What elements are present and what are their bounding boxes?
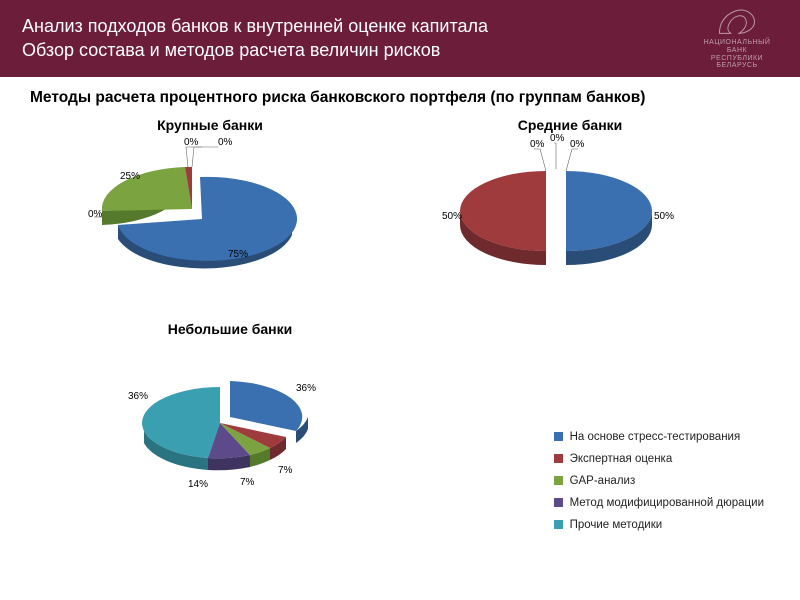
header-bar: Анализ подходов банков к внутренней оцен… <box>0 0 800 77</box>
swatch-stress <box>554 432 563 441</box>
logo-text: НАЦИОНАЛЬНЫЙ БАНК РЕСПУБЛИКИ БЕЛАРУСЬ <box>704 39 771 70</box>
bank-logo: НАЦИОНАЛЬНЫЙ БАНК РЕСПУБЛИКИ БЕЛАРУСЬ <box>692 8 782 70</box>
pie-small: 36% 7% 7% 14% 36% <box>100 337 340 507</box>
label-medium-0a: 0% <box>530 139 544 150</box>
swatch-expert <box>554 454 563 463</box>
label-large-0b: 0% <box>184 137 198 148</box>
legend-item-stress: На основе стресс-тестирования <box>554 431 764 443</box>
swatch-gap <box>554 476 563 485</box>
legend-label-stress: На основе стресс-тестирования <box>570 431 741 443</box>
page-subtitle: Методы расчета процентного риска банковс… <box>0 77 800 111</box>
pie-large-svg <box>70 133 330 293</box>
label-large-0a: 0% <box>88 209 102 220</box>
chart-small-title: Небольшие банки <box>100 321 360 337</box>
pie-large: 75% 25% 0% 0% 0% <box>70 133 330 293</box>
label-large-25: 25% <box>120 171 140 182</box>
legend-label-other: Прочие методики <box>570 519 663 531</box>
label-medium-50b: 50% <box>442 211 462 222</box>
swatch-duration <box>554 498 563 507</box>
label-small-36b: 36% <box>128 391 148 402</box>
chart-medium-banks: Средние банки 50% 50% 0% 0% 0% <box>430 117 710 293</box>
swatch-other <box>554 520 563 529</box>
legend-label-gap: GAP-анализ <box>570 475 636 487</box>
pie-small-svg <box>100 337 340 507</box>
chart-large-banks: Крупные банки 75% 25% 0% 0% <box>70 117 350 293</box>
label-small-14: 14% <box>188 479 208 490</box>
legend-label-duration: Метод модифицированной дюрации <box>570 497 764 509</box>
label-small-36a: 36% <box>296 383 316 394</box>
header-title-line1: Анализ подходов банков к внутренней оцен… <box>22 14 778 38</box>
legend-item-duration: Метод модифицированной дюрации <box>554 497 764 509</box>
label-medium-0c: 0% <box>550 133 564 144</box>
pie-medium: 50% 50% 0% 0% 0% <box>430 133 690 293</box>
legend-item-expert: Экспертная оценка <box>554 453 764 465</box>
legend-item-gap: GAP-анализ <box>554 475 764 487</box>
label-medium-50a: 50% <box>654 211 674 222</box>
logo-monogram-icon <box>715 8 759 37</box>
header-title-line2: Обзор состава и методов расчета величин … <box>22 38 778 62</box>
label-small-7b: 7% <box>240 477 254 488</box>
legend-label-expert: Экспертная оценка <box>570 453 673 465</box>
charts-area: Крупные банки 75% 25% 0% 0% <box>0 111 800 591</box>
chart-large-title: Крупные банки <box>70 117 350 133</box>
chart-small-banks: Небольшие банки <box>100 321 360 507</box>
label-small-7a: 7% <box>278 465 292 476</box>
label-large-0c: 0% <box>218 137 232 148</box>
legend: На основе стресс-тестирования Экспертная… <box>554 431 764 541</box>
pie-medium-svg <box>430 133 690 293</box>
label-large-75: 75% <box>228 249 248 260</box>
chart-medium-title: Средние банки <box>430 117 710 133</box>
legend-item-other: Прочие методики <box>554 519 764 531</box>
label-medium-0b: 0% <box>570 139 584 150</box>
